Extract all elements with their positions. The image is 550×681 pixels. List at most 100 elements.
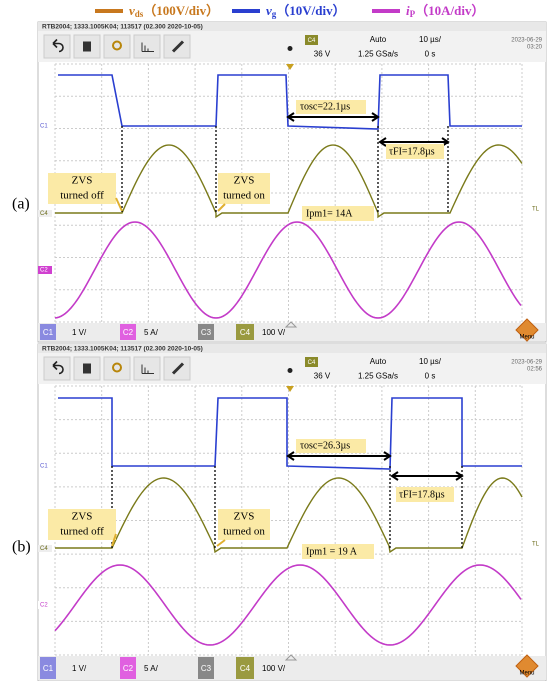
zvs-off-line1: ZVS [72,175,93,187]
annotation-box [218,173,270,204]
toolbar-time: 03:20 [527,45,543,51]
zoom-icon [112,40,122,51]
annotation-box [48,173,116,204]
toolbar-level: 36 V [314,372,331,381]
toolbar-date: 2023-06-29 [511,360,542,366]
menu-icon[interactable] [515,654,539,678]
ipm: Ipm1 = 19 A [306,546,358,557]
dimension-arrow [390,471,464,481]
channel-badge [305,357,318,367]
header-strip [38,344,546,353]
toolbar-mode: Auto [370,35,387,44]
marker-c2-tag [38,601,52,609]
trash-icon [83,363,91,374]
gate-voltage-trace [58,74,522,130]
tool-button[interactable] [103,356,131,381]
marker-c4: C4 [40,546,48,552]
annotation-box [302,544,374,559]
toolbar-rate: 1.25 GSa/s [358,372,398,381]
undo-icon [52,360,64,375]
current-trace [54,221,522,319]
legend-sub: ds [135,9,144,19]
current-trace [54,564,522,646]
trash-icon [83,41,91,52]
menu-label: Menu [519,335,534,341]
marker-tl: TL [532,542,540,548]
zvs-on-pointer [217,203,226,212]
toolbar-offset: 0 s [425,372,436,381]
bottom-c4-scale: 100 V/ [262,664,286,673]
annotation-box [386,144,444,159]
zvs-on-pointer [216,539,226,547]
bottom-c2-chip[interactable] [120,324,136,340]
zvs-off-line2: turned off [60,190,104,202]
channel-badge [305,35,318,45]
bottom-c1: C1 [43,664,54,673]
bottom-c4-chip[interactable] [236,657,254,679]
bottom-c4-chip[interactable] [236,324,254,340]
marker-c4-tag [38,545,52,552]
bottom-c1-scale: 1 V/ [72,328,87,337]
legend-scale: （10A/div） [415,3,484,18]
undo-icon [52,38,64,53]
zvs-on-line1: ZVS [234,511,255,523]
zoom-icon [112,362,122,373]
tool-button[interactable] [133,356,161,381]
zvs-off-pointer [111,533,117,547]
annotation-box [48,509,116,540]
legend-label: iP（10A/div） [406,3,484,19]
bottom-c4: C4 [240,328,251,337]
legend-label: vds（100V/div） [129,3,219,19]
tool-button[interactable] [133,34,161,59]
tau-osc: τosc=22.1µs [300,101,350,112]
marker-dot [287,46,293,51]
bottom-c1-scale: 1 V/ [72,664,87,673]
drain-voltage-trace [55,477,523,554]
marker-c4: C4 [40,211,48,217]
zvs-on-line2: turned on [223,190,265,202]
toolbar-mode: Auto [370,357,387,366]
bottom-c2-scale: 5 A/ [144,328,159,337]
panel-label: (b) [12,539,31,556]
zvs-off-line2: turned off [60,526,104,538]
bottom-c1-chip[interactable] [40,324,56,340]
toolbar-channel: C4 [308,38,316,44]
trigger-marker [286,386,294,392]
toolbar-time: 02:56 [527,367,543,373]
marker-c4-tag [38,210,52,217]
menu-label: Menu [519,671,534,677]
dimension-arrow [286,112,380,122]
toolbar-date: 2023-06-29 [511,38,542,44]
legend-scale: （10V/div） [276,3,345,18]
bottom-c3-chip[interactable] [198,657,214,679]
legend-sub: P [410,9,416,19]
legend-symbol: v [266,3,272,18]
marker-tl: TL [532,207,540,213]
histogram-icon [141,42,154,52]
tau-osc: τosc=26.3µs [300,440,350,451]
toolbar-level: 36 V [314,50,331,59]
trigger-marker [286,64,294,70]
gate-voltage-trace [58,397,522,470]
legend-scale: （100V/div） [143,3,219,18]
bottom-c2: C2 [123,328,134,337]
marker-c2: C2 [40,268,48,274]
marker-c1: C1 [40,124,48,130]
bottom-c1: C1 [43,328,54,337]
bottom-c2: C2 [123,664,134,673]
menu-icon[interactable] [515,318,539,342]
scope-header: RTB2004; 1333.1005K04; 113517 (02.300 20… [42,346,203,353]
toolbar-timebase: 10 µs/ [419,357,442,366]
zvs-on-line1: ZVS [234,175,255,187]
bottom-c3: C3 [201,328,212,337]
bottom-c3-chip[interactable] [198,324,214,340]
ipm: Ipm1= 14A [306,208,353,219]
header-strip [38,22,546,31]
bottom-c2-chip[interactable] [120,657,136,679]
trigger-position [284,321,298,328]
tau-fi: τFI=17.8µs [399,489,445,500]
tool-button[interactable] [103,34,131,59]
drain-voltage-trace [55,144,523,219]
bottom-c1-chip[interactable] [40,657,56,679]
toolbar-channel: C4 [308,360,316,366]
